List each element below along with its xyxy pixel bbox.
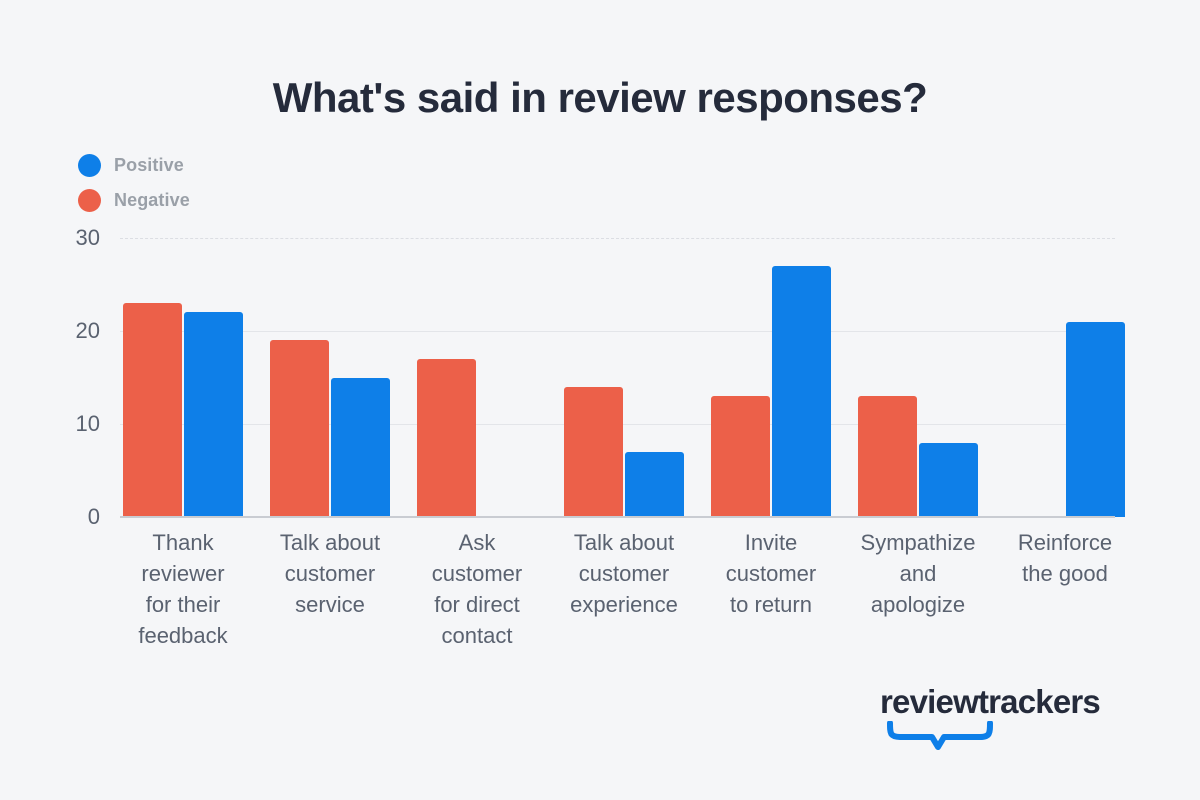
- category-label-line: for direct: [434, 592, 520, 617]
- legend-item-positive[interactable]: Positive: [78, 148, 190, 183]
- category-label-line: service: [295, 592, 365, 617]
- category-label-line: to return: [730, 592, 812, 617]
- category-label-2: Ask customer for direct contact: [404, 527, 550, 651]
- bar-positive-0[interactable]: [184, 312, 243, 517]
- bar-positive-6[interactable]: [1066, 321, 1125, 517]
- category-label-6: Reinforce the good: [992, 527, 1138, 589]
- bar-negative-2[interactable]: [417, 358, 476, 517]
- category-label-4: Invite customer to return: [698, 527, 844, 620]
- category-label-line: Talk about: [573, 530, 675, 555]
- y-tick-label-30: 30: [75, 225, 100, 250]
- category-label-3: Talk about customer experience: [551, 527, 697, 620]
- legend-label-positive: Positive: [114, 155, 184, 175]
- category-label-0: Thank reviewer for their feedback: [110, 527, 256, 651]
- category-label-line: the good: [1022, 561, 1108, 586]
- bar-negative-5[interactable]: [858, 396, 917, 517]
- category-label-line: Invite: [744, 530, 798, 555]
- bar-positive-1[interactable]: [331, 377, 390, 517]
- legend-dot-positive-icon: [78, 154, 101, 177]
- chart-legend: Positive Negative: [78, 148, 190, 218]
- gridline-20: [120, 331, 1115, 332]
- category-label-line: Sympathize: [860, 530, 976, 555]
- bar-negative-1[interactable]: [270, 340, 329, 517]
- bar-positive-5[interactable]: [919, 442, 978, 517]
- bar-positive-3[interactable]: [625, 451, 684, 517]
- y-tick-label-20: 20: [75, 318, 100, 343]
- plot-area: [120, 238, 1125, 517]
- x-axis-line: [120, 516, 1115, 518]
- legend-item-negative[interactable]: Negative: [78, 183, 190, 218]
- category-label-line: feedback: [138, 623, 228, 648]
- reviewtrackers-logo: reviewtrackers: [880, 683, 1125, 753]
- category-label-line: experience: [570, 592, 678, 617]
- gridline-30: [120, 238, 1115, 240]
- y-axis-ticks: 30 20 10 0: [0, 0, 112, 800]
- category-label-line: customer: [431, 561, 523, 586]
- x-axis-category-labels: Thank reviewer for their feedback Talk about…: [120, 527, 1115, 657]
- category-label-line: customer: [578, 561, 670, 586]
- category-label-line: Talk about: [279, 530, 381, 555]
- category-label-line: Thank: [152, 530, 214, 555]
- legend-dot-negative-icon: [78, 189, 101, 212]
- bar-positive-4[interactable]: [772, 265, 831, 517]
- category-label-line: Ask: [458, 530, 496, 555]
- category-label-1: Talk about customer service: [257, 527, 403, 620]
- logo-wordmark: reviewtrackers: [880, 683, 1101, 720]
- bar-negative-4[interactable]: [711, 396, 770, 517]
- category-label-5: Sympathize and apologize: [845, 527, 991, 620]
- logo-speech-bubble-icon: [887, 721, 993, 750]
- category-label-line: customer: [725, 561, 817, 586]
- category-label-line: customer: [284, 561, 376, 586]
- y-tick-label-0: 0: [87, 504, 100, 529]
- legend-label-negative: Negative: [114, 190, 190, 210]
- category-label-line: reviewer: [141, 561, 225, 586]
- page-title: What's said in review responses?: [272, 74, 928, 121]
- category-label-line: for their: [145, 592, 221, 617]
- bar-series-container: [120, 238, 1125, 517]
- category-label-line: contact: [441, 623, 513, 648]
- bar-negative-3[interactable]: [564, 386, 623, 517]
- category-label-line: and: [899, 561, 937, 586]
- bar-negative-0[interactable]: [123, 303, 182, 517]
- category-label-line: apologize: [870, 592, 966, 617]
- category-label-line: Reinforce: [1017, 530, 1113, 555]
- y-tick-label-10: 10: [75, 411, 100, 436]
